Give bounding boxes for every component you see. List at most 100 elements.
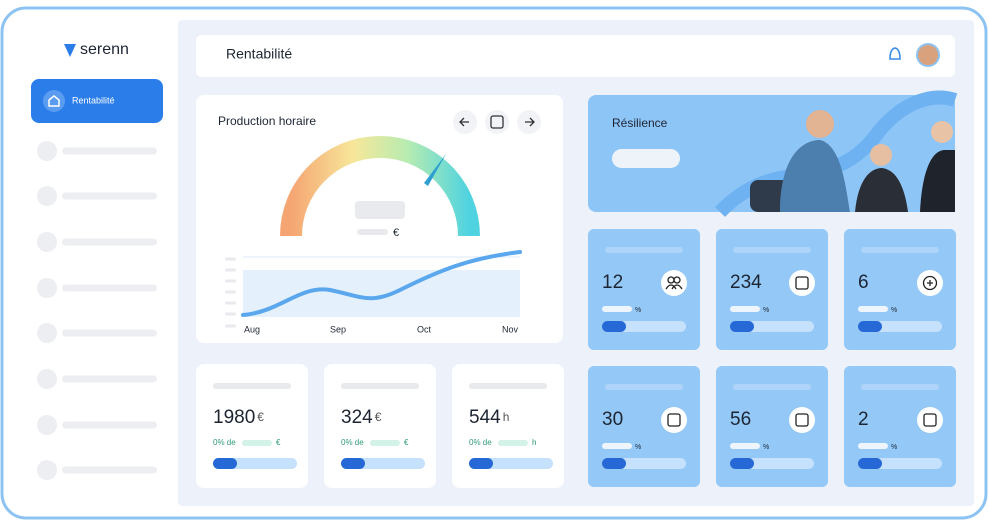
nav-dot <box>37 460 57 480</box>
unit-skeleton <box>357 229 388 235</box>
plus-icon <box>922 275 938 291</box>
stat-icon <box>917 407 943 433</box>
label-skeleton <box>861 247 939 253</box>
person-head <box>870 144 892 166</box>
pct-skeleton <box>730 443 760 449</box>
progress-fill <box>858 321 882 332</box>
month-label: Sep <box>330 324 346 334</box>
stat-card <box>716 366 828 487</box>
calendar-icon <box>490 115 504 129</box>
nav-bar <box>62 466 157 474</box>
arrow-right <box>525 117 535 127</box>
nav-active[interactable] <box>31 79 163 123</box>
pct-skeleton <box>858 443 888 449</box>
summary-card <box>196 364 308 488</box>
note: 0% de <box>469 438 492 447</box>
stat-value: 30 <box>602 409 623 430</box>
person-head <box>931 121 953 143</box>
tick-skeleton <box>225 324 236 328</box>
note-unit: h <box>532 438 536 447</box>
stat-unit: % <box>635 307 641 314</box>
label-skeleton <box>733 247 811 253</box>
stat-card <box>844 229 956 350</box>
stat-icon <box>661 407 687 433</box>
month-label: Nov <box>502 324 519 334</box>
person-head <box>806 110 834 138</box>
label-skeleton <box>341 383 419 389</box>
home-icon <box>48 95 60 107</box>
nav-icon <box>43 90 65 112</box>
avatar[interactable] <box>916 43 940 67</box>
note: 0% de <box>341 438 364 447</box>
calendar-icon <box>923 413 937 427</box>
production-title: Production horaire <box>218 114 316 128</box>
pct-skeleton <box>602 443 632 449</box>
stat-unit: % <box>891 444 897 451</box>
calendar-icon <box>667 413 681 427</box>
nav-dot <box>37 232 57 252</box>
trend-line <box>241 250 522 317</box>
chart-band <box>243 270 520 317</box>
progress-fill <box>469 458 493 469</box>
pct-skeleton <box>602 306 632 312</box>
nav-bar <box>62 284 157 292</box>
summary-value: 544 h <box>469 407 509 428</box>
gauge <box>280 136 480 237</box>
note-skeleton <box>498 440 528 446</box>
tick-skeleton <box>225 290 236 294</box>
bell[interactable] <box>889 47 901 60</box>
person <box>780 140 850 212</box>
value: 544 <box>469 407 501 428</box>
nav-bar <box>62 421 157 429</box>
stat-value: 6 <box>858 272 869 293</box>
pct-skeleton <box>730 306 760 312</box>
stat-card <box>716 229 828 350</box>
tick-skeleton <box>225 257 236 261</box>
nav-dot <box>37 278 57 298</box>
note-unit: € <box>276 438 281 447</box>
progress-fill <box>858 458 882 469</box>
gauge-value-skeleton <box>355 201 405 219</box>
nav-dot <box>37 369 57 389</box>
nav-dot <box>37 186 57 206</box>
stat-card <box>844 366 956 487</box>
stat-icon <box>661 270 687 296</box>
tick-skeleton <box>225 268 236 272</box>
header-title: Rentabilité <box>226 46 292 62</box>
note-unit: € <box>404 438 409 447</box>
unit: € <box>375 410 382 424</box>
label-skeleton <box>733 384 811 390</box>
person <box>855 168 908 212</box>
summary-card <box>452 364 564 488</box>
pct-skeleton <box>858 306 888 312</box>
nav-label[interactable]: Rentabilité <box>72 95 115 105</box>
tick-skeleton <box>225 312 236 316</box>
summary-card <box>324 364 436 488</box>
gauge-needle <box>424 154 446 186</box>
note: 0% de <box>213 438 236 447</box>
cards: 1980 €0% de €324 €0% de €544 h0% de h12%234%6%… <box>196 229 956 488</box>
calendar-button[interactable] <box>485 110 509 134</box>
nav-dot <box>37 141 57 161</box>
label-skeleton <box>605 247 683 253</box>
month-label: Oct <box>417 324 432 334</box>
tick-skeleton <box>225 301 236 305</box>
calendar-icon <box>795 413 809 427</box>
progress-fill <box>213 458 237 469</box>
unit: h <box>503 410 510 424</box>
stat-icon <box>789 270 815 296</box>
progress-fill <box>602 321 626 332</box>
nav-dot <box>37 323 57 343</box>
month-label: Aug <box>244 324 260 334</box>
summary-value: 1980 € <box>213 407 264 428</box>
note-skeleton <box>370 440 400 446</box>
resilience-title: Résilience <box>612 116 668 130</box>
y-skeleton <box>225 257 236 328</box>
nav-bar <box>62 147 157 155</box>
arrow-left <box>459 117 469 127</box>
value: 324 <box>341 407 373 428</box>
logo <box>64 44 76 57</box>
progress-fill <box>341 458 365 469</box>
